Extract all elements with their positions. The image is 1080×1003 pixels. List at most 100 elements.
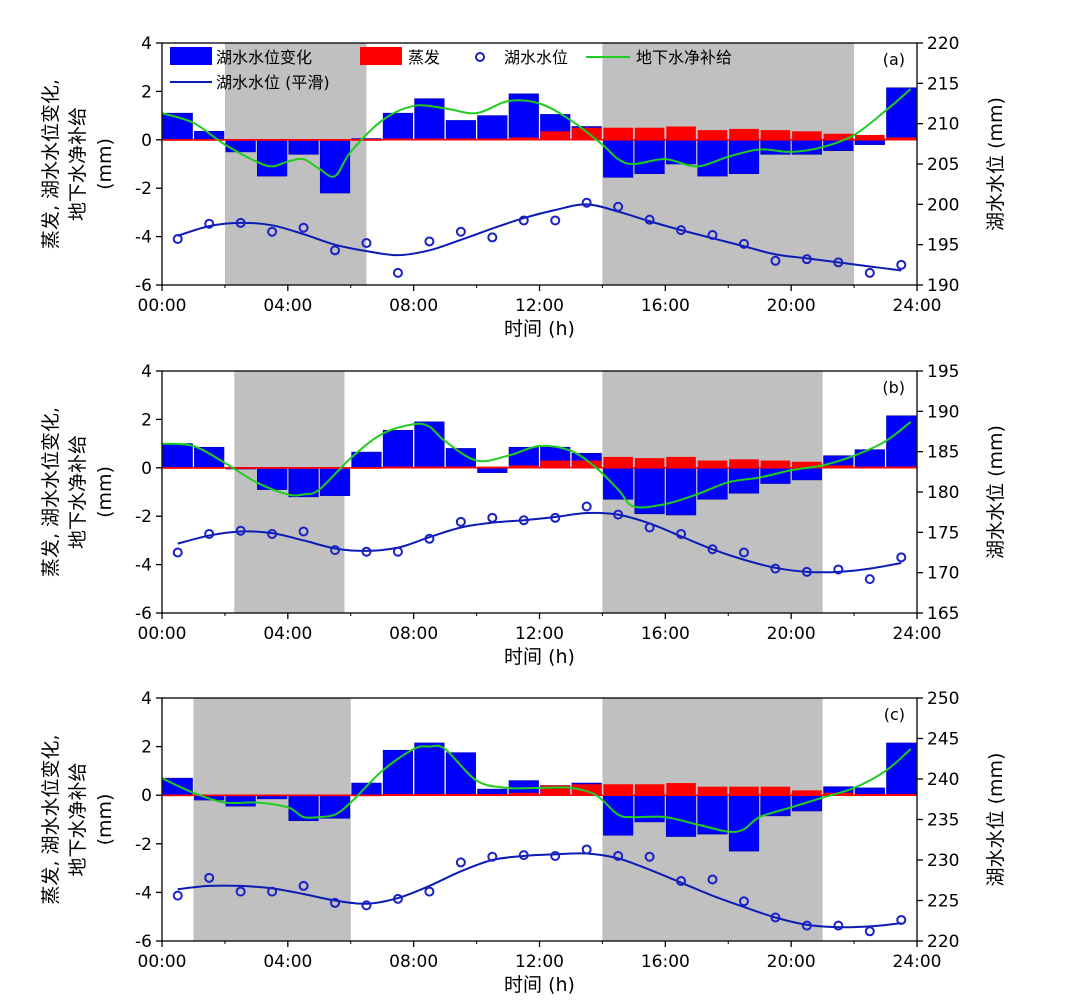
x-tick-label: 08:00	[389, 624, 438, 644]
y-left-axis-label: 地下水净补给	[67, 435, 89, 549]
marker-lake-level	[581, 197, 592, 208]
x-tick-label: 08:00	[389, 952, 438, 972]
bar-evap	[666, 126, 696, 140]
marker-lake-level	[864, 574, 875, 585]
bar-evap	[666, 783, 696, 796]
y-right-tick-label: 195	[927, 236, 959, 256]
panel-label: (a)	[883, 50, 905, 69]
marker-lake-level	[487, 232, 498, 243]
y-left-tick-label: 0	[141, 459, 152, 479]
y-right-tick-label: 220	[927, 34, 959, 54]
bar-evap	[508, 137, 539, 140]
bar-lake-change	[634, 139, 665, 174]
bar-evap	[792, 461, 822, 468]
bar-lake-change	[257, 139, 288, 177]
bar-evap	[697, 786, 728, 796]
marker-lake-level	[581, 844, 592, 855]
marker-lake-level	[361, 238, 372, 249]
bar-evap	[571, 784, 602, 796]
bar-lake-change	[414, 742, 445, 796]
marker-lake-level	[833, 564, 844, 575]
marker-lake-level	[896, 552, 907, 563]
marker-lake-level	[361, 546, 372, 557]
y-left-axis-label: (mm)	[94, 138, 116, 190]
bar-evap	[508, 792, 539, 796]
marker-lake-level	[676, 876, 687, 887]
line-lake-smooth	[177, 203, 902, 272]
marker-lake-level	[833, 920, 844, 931]
marker-lake-level	[770, 255, 781, 266]
y-right-tick-label: 240	[927, 770, 959, 790]
bar-lake-change	[665, 467, 697, 516]
legend-label-groundwater: 地下水净补给	[636, 48, 732, 67]
bar-evap	[823, 133, 854, 140]
marker-lake-level	[235, 217, 246, 228]
marker-lake-level	[235, 525, 246, 536]
marker-lake-level	[707, 874, 718, 885]
y-left-tick-label: -4	[135, 883, 152, 903]
x-tick-label: 16:00	[641, 952, 690, 972]
marker-lake-level	[267, 886, 278, 897]
x-axis-label: 时间 (h)	[504, 646, 575, 668]
marker-lake-level	[172, 547, 183, 558]
marker-lake-level	[172, 890, 183, 901]
bar-lake-change	[194, 446, 225, 469]
bar-lake-change	[728, 794, 760, 852]
marker-lake-level	[204, 218, 215, 229]
x-tick-label: 12:00	[515, 624, 564, 644]
marker-lake-level	[424, 886, 435, 897]
bar-lake-change	[382, 749, 414, 796]
marker-lake-level	[487, 512, 498, 523]
x-tick-label: 00:00	[138, 952, 187, 972]
marker-lake-level	[801, 566, 812, 577]
y-left-tick-label: -2	[135, 507, 152, 527]
marker-lake-level	[361, 900, 372, 911]
y-right-axis-label: 湖水水位 (mm)	[985, 97, 1007, 231]
y-right-tick-label: 170	[927, 564, 959, 584]
marker-lake-level	[864, 926, 875, 937]
bar-lake-change	[445, 752, 476, 796]
y-right-tick-label: 200	[927, 195, 959, 215]
line-lake-smooth	[177, 852, 902, 929]
bar-evap	[697, 460, 728, 468]
bar-evap	[697, 130, 728, 140]
marker-lake-level	[676, 528, 687, 539]
marker-lake-level	[738, 896, 749, 907]
x-tick-label: 08:00	[389, 296, 438, 316]
marker-lake-level	[581, 501, 592, 512]
marker-lake-level	[770, 563, 781, 574]
bar-evap	[792, 790, 822, 796]
marker-lake-level	[298, 222, 309, 233]
marker-lake-level	[392, 267, 403, 278]
panel-1: 00:00 04:00 08:00 12:00 16:00 20:00 24:00 时间 (h…	[40, 362, 1007, 668]
y-left-tick-label: 4	[141, 689, 152, 709]
bar-evap	[792, 131, 822, 140]
marker-lake-level	[801, 920, 812, 931]
x-tick-label: 12:00	[515, 296, 564, 316]
bar-evap	[634, 458, 665, 468]
marker-lake-level	[550, 215, 561, 226]
y-left-tick-label: -6	[135, 932, 152, 952]
bar-evap	[760, 460, 791, 468]
panel-label: (b)	[882, 378, 905, 397]
y-right-tick-label: 175	[927, 523, 959, 543]
marker-lake-level	[267, 528, 278, 539]
bar-evap	[540, 785, 571, 796]
x-tick-label: 04:00	[263, 296, 312, 316]
marker-lake-level	[613, 201, 624, 212]
y-left-tick-label: -2	[135, 179, 152, 199]
marker-lake-level	[235, 886, 246, 897]
bar-evap	[760, 130, 791, 140]
x-tick-label: 12:00	[515, 952, 564, 972]
marker-lake-level	[330, 245, 341, 256]
x-tick-label: 00:00	[138, 296, 187, 316]
marker-lake-level	[738, 238, 749, 249]
bar-lake-change	[665, 794, 697, 837]
marker-lake-level	[613, 850, 624, 861]
marker-lake-level	[644, 214, 655, 225]
bar-evap	[760, 786, 791, 796]
line-groundwater	[161, 421, 912, 509]
bar-lake-change	[886, 415, 917, 469]
y-left-axis-label: 地下水净补给	[67, 107, 89, 221]
